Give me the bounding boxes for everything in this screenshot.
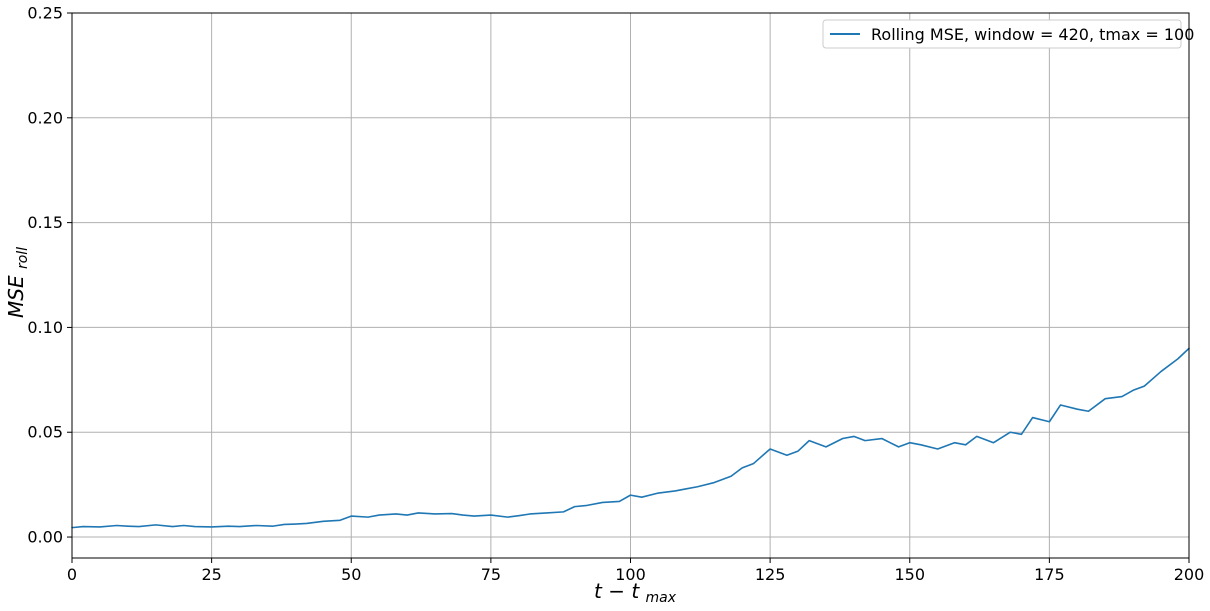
legend-label: Rolling MSE, window = 420, tmax = 100 <box>871 25 1194 44</box>
x-tick-label: 200 <box>1174 565 1205 584</box>
legend: Rolling MSE, window = 420, tmax = 100 <box>822 19 1194 49</box>
x-tick-label: 150 <box>894 565 925 584</box>
y-tick-label: 0.25 <box>27 4 63 23</box>
x-tick-label: 175 <box>1034 565 1065 584</box>
x-tick-label: 50 <box>341 565 361 584</box>
y-axis-label: MSE roll <box>4 247 31 318</box>
x-axis-label-sub: max <box>646 590 677 606</box>
x-tick-label: 25 <box>201 565 221 584</box>
y-axis-label-sub: roll <box>15 247 31 269</box>
y-tick-label: 0.05 <box>27 423 63 442</box>
x-tick-label: 125 <box>755 565 786 584</box>
grid-layer <box>71 12 1190 558</box>
x-tick-label: 0 <box>67 565 77 584</box>
series-layer <box>71 347 1190 529</box>
ticks-layer: 0 25 50 75 100 125 150 175 200 0.00 0.05 0.10 0.15 0.… <box>27 4 1204 585</box>
legend-box <box>822 19 1182 49</box>
y-tick-label: 0.15 <box>27 213 63 232</box>
x-tick-label: 75 <box>481 565 501 584</box>
x-tick-label: 100 <box>615 565 646 584</box>
y-axis-label-main: MSE <box>4 275 28 318</box>
series-line <box>71 347 1190 529</box>
y-tick-label: 0.00 <box>27 528 63 547</box>
x-axis-label-main: t − t <box>594 579 640 603</box>
x-axis-label: t − t max <box>594 579 677 606</box>
y-tick-label: 0.10 <box>27 318 63 337</box>
y-tick-label: 0.20 <box>27 108 63 127</box>
